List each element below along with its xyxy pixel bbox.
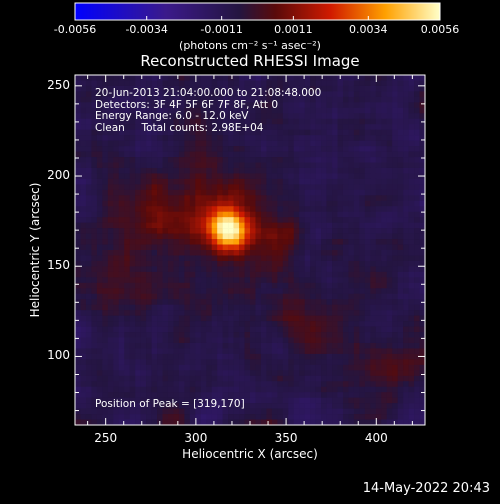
chart-title: Reconstructed RHESSI Image <box>140 52 360 70</box>
x-axis-label: Heliocentric X (arcsec) <box>182 447 318 461</box>
colorbar-tick-label: -0.0011 <box>200 23 243 36</box>
x-tick-label: 400 <box>364 431 388 445</box>
y-tick-label: 100 <box>47 348 70 363</box>
detectors-text: Detectors: 3F 4F 5F 6F 7F 8F, Att 0 <box>95 98 279 111</box>
info-block: 20-Jun-2013 21:04:00.000 to 21:08:48.000… <box>95 87 322 134</box>
y-tick-label: 250 <box>47 77 70 92</box>
x-tick-label: 300 <box>184 431 208 445</box>
peak-position-text: Position of Peak = [319,170] <box>95 398 245 410</box>
colorbar-units: (photons cm⁻² s⁻¹ asec⁻²) <box>179 39 321 52</box>
axis-ticks <box>75 75 425 425</box>
colorbar-tick-label: 0.0056 <box>420 23 460 36</box>
method-counts-text: Clean Total counts: 2.98E+04 <box>95 121 264 134</box>
energy-range-text: Energy Range: 6.0 - 12.0 keV <box>95 110 249 123</box>
colorbar-tick-label: -0.0056 <box>53 23 97 36</box>
heatmap-image <box>75 75 426 426</box>
colorbar-tick-label: 0.0034 <box>349 23 388 36</box>
time-range-text: 20-Jun-2013 21:04:00.000 to 21:08:48.000 <box>95 87 322 99</box>
colorbar <box>74 2 441 21</box>
y-tick-label: 200 <box>47 168 70 183</box>
x-tick-label: 250 <box>94 431 118 445</box>
colorbar-ticks <box>74 16 441 20</box>
footer-timestamp: 14-May-2022 20:43 <box>362 481 490 496</box>
y-axis-label: Heliocentric Y (arcsec) <box>28 182 42 318</box>
colorbar-tick-label: -0.0034 <box>125 23 168 36</box>
colorbar-tick-label: 0.0011 <box>274 23 313 36</box>
x-tick-label: 350 <box>274 431 298 445</box>
y-tick-label: 150 <box>47 258 70 273</box>
